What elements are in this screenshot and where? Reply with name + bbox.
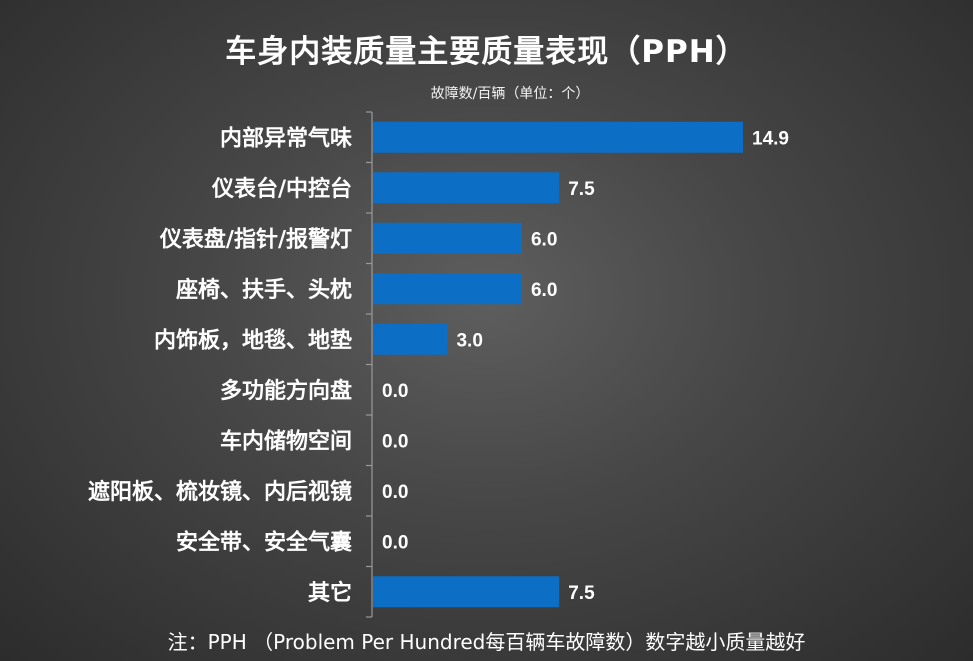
bar [373, 121, 743, 153]
chart-note: 注：PPH （Problem Per Hundred每百辆车故障数）数字越小质量… [167, 630, 806, 654]
data-label: 3.0 [456, 330, 482, 351]
data-label: 7.5 [568, 583, 595, 604]
data-label: 7.5 [568, 179, 595, 200]
bar [373, 222, 522, 254]
data-label: 0.0 [382, 532, 408, 553]
data-label: 0.0 [382, 482, 408, 503]
category-label: 内饰板，地毯、地垫 [154, 327, 352, 353]
category-label: 仪表台/中控台 [211, 176, 352, 202]
category-label: 车内储物空间 [220, 428, 352, 454]
data-label: 0.0 [382, 381, 408, 402]
category-label: 其它 [308, 580, 352, 606]
bar [373, 273, 522, 305]
data-label: 6.0 [531, 280, 557, 301]
category-label: 遮阳板、梳妆镜、内后视镜 [88, 479, 352, 505]
data-label: 14.9 [752, 128, 789, 149]
chart-subtitle: 故障数/百辆（单位：个） [430, 86, 590, 102]
category-label: 仪表盘/指针/报警灯 [159, 226, 352, 252]
data-label: 0.0 [382, 431, 408, 452]
bar [373, 172, 560, 204]
data-label: 6.0 [531, 229, 557, 250]
category-label: 多功能方向盘 [220, 378, 352, 404]
bar [373, 576, 560, 608]
bar [373, 323, 448, 355]
category-label: 内部异常气味 [220, 125, 352, 151]
category-label: 座椅、扶手、头枕 [176, 277, 352, 303]
chart-title: 车身内装质量主要质量表现（PPH） [225, 34, 748, 70]
category-label: 安全带、安全气囊 [176, 529, 352, 555]
